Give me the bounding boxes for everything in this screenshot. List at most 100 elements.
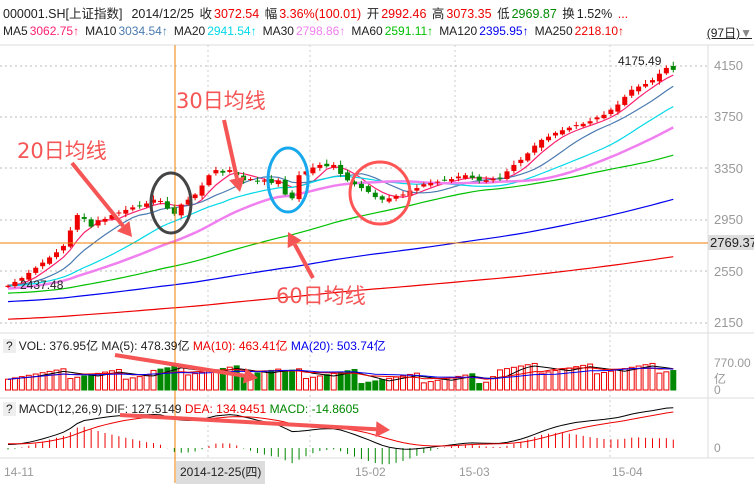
ma-value: 3034.54↑	[118, 24, 168, 38]
candle-body	[254, 180, 260, 182]
volume-bar	[503, 368, 510, 391]
period-selector[interactable]: (97日)▼	[706, 24, 752, 41]
ma-value: 2798.86↑	[295, 24, 346, 38]
arrow-ma30	[222, 119, 239, 179]
ma-value: 2591.11↑	[384, 24, 434, 38]
volume-bar	[74, 376, 81, 391]
macd-value: MACD: -14.8605	[269, 402, 359, 416]
ma-value: 2941.54↑	[207, 24, 257, 38]
candle-body	[19, 278, 25, 281]
close-label: 收	[199, 7, 213, 21]
volume-bar	[233, 365, 240, 391]
candle-body	[393, 195, 399, 199]
candle-body	[365, 186, 371, 192]
ma5-line	[7, 74, 674, 286]
macd-dif: DIF: 127.5149	[105, 402, 182, 416]
candle-body	[469, 175, 475, 178]
volume-bar	[226, 366, 233, 391]
volume-bar	[316, 375, 323, 391]
ma-value: 2218.10↑	[574, 24, 625, 38]
candle-body	[5, 285, 11, 288]
price-tick: 3750	[714, 109, 743, 125]
volume-bar	[32, 373, 39, 391]
candle-body	[601, 114, 607, 119]
open-label: 开	[366, 7, 380, 21]
candle-body	[358, 183, 364, 189]
candle-body	[490, 179, 496, 181]
help-icon[interactable]: ?	[3, 339, 16, 353]
change-value: 3.36%(100.01)	[279, 7, 362, 21]
volume-bar	[413, 372, 420, 391]
candle-body	[552, 132, 558, 136]
candle-body	[331, 164, 337, 168]
candle-body	[220, 170, 226, 173]
volume-bar	[642, 364, 649, 391]
macd-header: ? MACD(12,26,9) DIF: 127.5149 DEA: 134.94…	[3, 402, 359, 416]
open-value: 2992.46	[381, 7, 427, 21]
volume-bar	[67, 378, 74, 391]
candle-body	[164, 201, 170, 209]
candle-body	[12, 281, 18, 287]
arrow-volume	[114, 353, 245, 378]
candle-body	[282, 179, 288, 195]
candle-body	[26, 272, 32, 280]
volume-bar	[53, 369, 60, 391]
volume-bar	[531, 362, 538, 391]
candle-body	[261, 180, 267, 182]
candle-body	[615, 104, 621, 112]
price-tick: 3350	[714, 160, 743, 176]
candle-body	[67, 230, 73, 247]
candle-body	[511, 164, 517, 171]
candle-body	[504, 171, 510, 179]
high-value: 3073.35	[446, 7, 492, 21]
date: 2014/12/25	[131, 7, 195, 21]
macd-title: MACD(12,26,9)	[18, 402, 103, 416]
vol-ma10: MA(10): 463.41亿	[192, 339, 288, 353]
candle-body	[594, 117, 600, 120]
volume-bar	[490, 376, 497, 391]
vol-ma20: MA(20): 503.74亿	[290, 339, 386, 353]
candle-body	[372, 192, 378, 198]
candle-body	[213, 170, 219, 174]
arrow-ma20	[70, 161, 125, 228]
candle-body	[109, 215, 115, 219]
more-button[interactable]: ...	[617, 7, 629, 21]
ma-label: MA10	[85, 24, 117, 38]
volume-bar	[594, 373, 601, 391]
help-icon[interactable]: ?	[3, 402, 16, 416]
candle-body	[33, 267, 39, 273]
volume-bar	[628, 366, 635, 391]
candle-body	[144, 203, 150, 207]
candle-body	[199, 185, 205, 196]
high-label: 高	[431, 7, 445, 21]
date-tick: 14-11	[4, 465, 34, 479]
candle-body	[497, 177, 503, 179]
macd-axis-zero: 0	[714, 441, 721, 455]
volume-bar	[524, 364, 531, 391]
candle-body	[310, 167, 316, 174]
volume-bar	[309, 376, 316, 391]
volume-bar	[365, 381, 372, 391]
volume-bar	[538, 372, 545, 391]
volume-bar	[580, 364, 587, 391]
volume-bar	[656, 372, 663, 391]
volume-bar	[462, 374, 469, 391]
vol-ma5: MA(5): 478.39亿	[101, 339, 190, 353]
candle-body	[248, 179, 254, 181]
candle-body	[88, 219, 94, 227]
volume-bar	[261, 371, 268, 391]
volume-bar	[635, 365, 642, 391]
candle-body	[192, 194, 198, 199]
candle-body	[400, 194, 406, 196]
volume-bar	[372, 380, 379, 391]
arrow-ma20-head	[116, 221, 132, 237]
candle-body	[462, 175, 468, 179]
volume-bar	[427, 381, 434, 391]
volume-bar	[406, 373, 413, 391]
highlight-circle	[348, 160, 412, 226]
arrow-macd-head	[375, 421, 390, 438]
crosshair-price: 2769.37	[708, 235, 754, 250]
ma-label: MA120	[439, 24, 478, 38]
volume-bar	[545, 371, 552, 391]
